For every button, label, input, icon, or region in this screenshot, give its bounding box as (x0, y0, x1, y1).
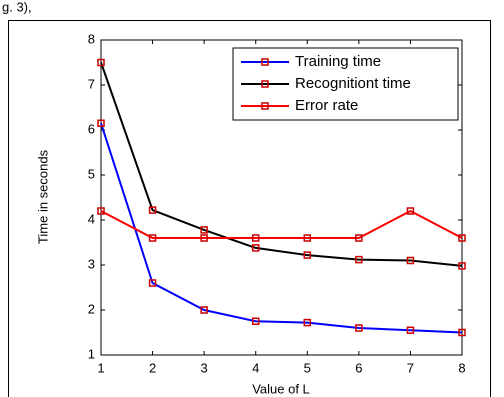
point-marker (355, 255, 363, 264)
legend-marker (261, 80, 269, 88)
point-marker (148, 279, 157, 287)
y-tick-label: 7 (88, 76, 95, 91)
x-tick-label: 3 (201, 360, 208, 375)
x-tick-label: 1 (97, 360, 104, 375)
x-axis-label: Value of L (252, 381, 310, 396)
y-tick-label: 1 (88, 346, 95, 361)
x-tick-label: 7 (407, 360, 414, 375)
legend-label: Error rate (295, 97, 358, 114)
point-marker (200, 226, 208, 234)
point-marker (458, 262, 466, 270)
y-tick-label: 4 (88, 211, 95, 226)
series-line (100, 209, 463, 239)
y-axis-label: Time in seconds (35, 149, 50, 244)
y-tick-label: 2 (88, 301, 95, 316)
legend-label: Training time (295, 53, 381, 70)
y-tick-label: 5 (88, 166, 95, 181)
page-frame (8, 20, 491, 397)
point-marker (148, 206, 157, 214)
point-marker (406, 207, 415, 215)
point-marker (458, 234, 466, 242)
point-marker (458, 328, 466, 337)
plot-area (100, 39, 463, 356)
point-marker (303, 318, 312, 327)
series-line (100, 122, 463, 334)
caption-fragment: g. 3), (2, 0, 32, 14)
point-marker (303, 234, 312, 242)
x-tick-label: 6 (355, 360, 362, 375)
point-marker (251, 234, 260, 242)
legend-marker (261, 102, 269, 110)
y-tick-label: 8 (88, 31, 95, 46)
point-marker (406, 326, 415, 334)
x-tick-label: 8 (458, 360, 465, 375)
point-marker (251, 244, 260, 252)
point-marker (355, 234, 363, 242)
point-marker (97, 207, 105, 215)
x-tick-label: 5 (304, 360, 311, 375)
point-marker (303, 251, 312, 259)
y-tick-label: 6 (88, 121, 95, 136)
point-marker (200, 306, 208, 314)
point-marker (148, 234, 157, 242)
point-marker (200, 234, 208, 242)
point-marker (355, 324, 363, 332)
legend-label: Recognitiont time (295, 75, 411, 92)
y-tick-label: 3 (88, 256, 95, 271)
point-marker (406, 256, 415, 265)
point-marker (97, 58, 105, 67)
x-tick-label: 2 (149, 360, 156, 375)
series-line (100, 62, 463, 267)
point-marker (97, 119, 105, 127)
point-marker (251, 317, 260, 325)
legend-marker (261, 58, 269, 66)
x-tick-label: 4 (252, 360, 259, 375)
